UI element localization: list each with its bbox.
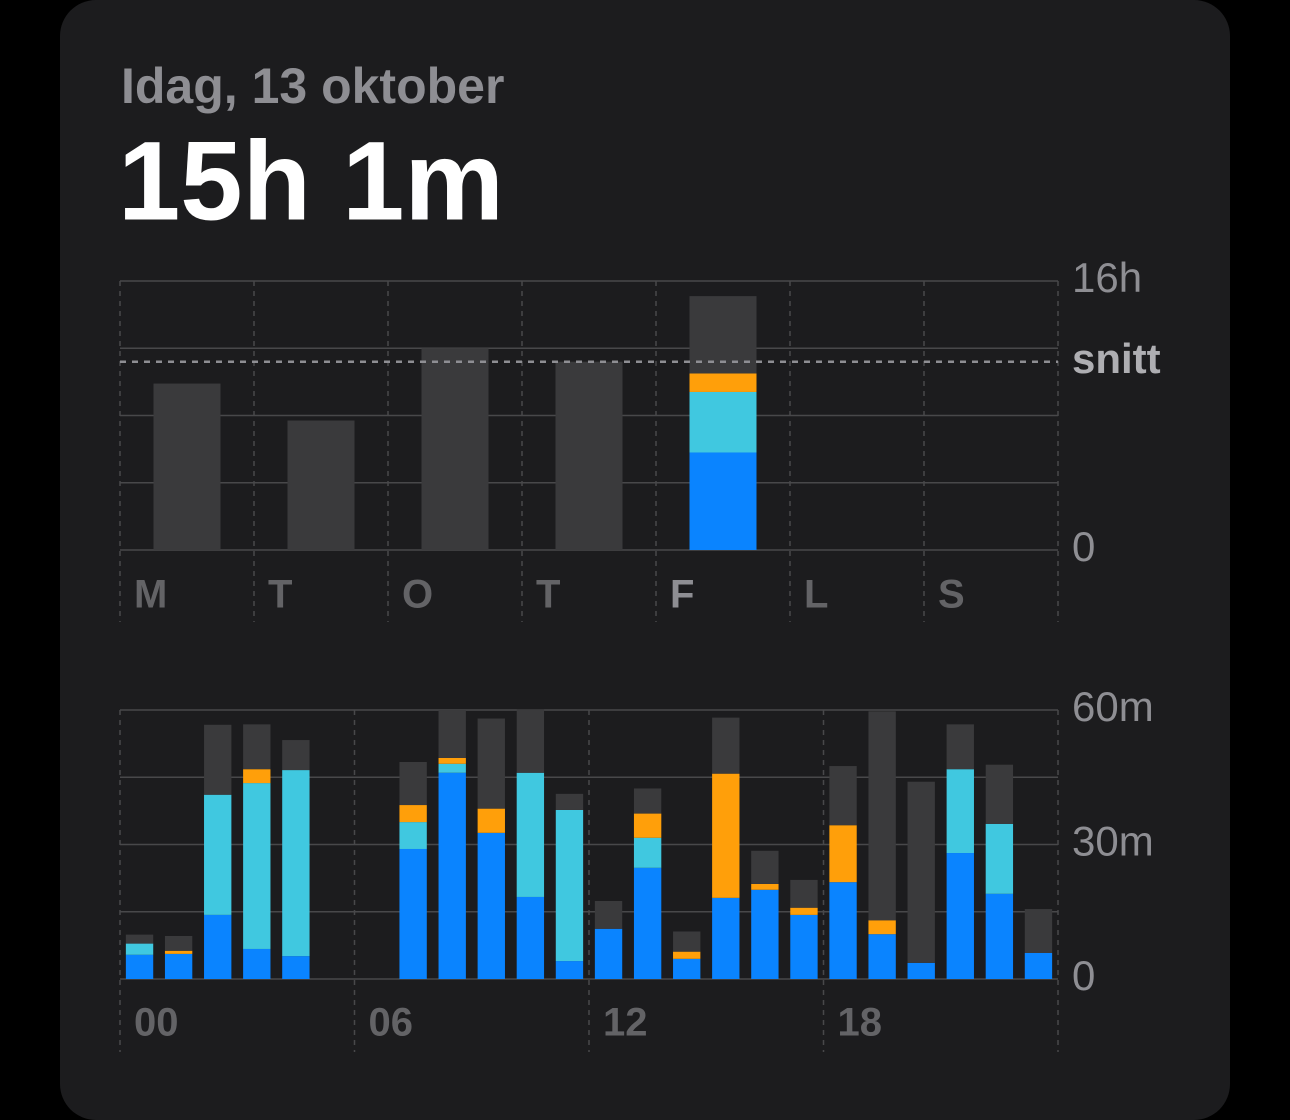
bar-segment [633,788,662,814]
x-tick-label: O [402,573,433,617]
bar-segment [868,920,896,935]
y-tick-label: 30m [1072,818,1154,865]
bar-segment [438,757,466,764]
bar-segment [243,948,271,979]
bar-segment [712,717,740,774]
bar-segment [712,897,740,979]
bar-segment [829,882,857,979]
total-time: 15h 1m [118,119,504,244]
bar-segment [438,763,466,773]
bar-segment [477,718,505,809]
bar-segment [673,958,701,979]
bar-segment [1024,909,1053,953]
bar-segment [164,935,193,951]
bar-segment [204,794,232,915]
bar-segment [689,391,757,453]
x-tick-label: L [804,573,828,617]
bar-segment [907,781,935,963]
bar-segment [204,914,232,979]
bar-segment [689,373,757,392]
x-tick-label: T [268,573,292,617]
average-label: snitt [1072,335,1161,382]
bar-segment [594,928,623,979]
bar-segment [985,893,1014,979]
x-tick-label: T [536,573,560,617]
y-tick-label: 60m [1072,683,1154,730]
bar-segment [555,361,623,550]
bar-segment [751,889,779,979]
y-tick-label: 16h [1072,254,1142,301]
x-tick-label: 00 [134,1001,179,1045]
x-tick-label: F [670,573,694,617]
bar-segment [594,900,623,929]
bar-segment [125,934,154,944]
bar-segment [907,962,935,979]
x-tick-label: S [938,573,965,617]
bar-segment [790,914,818,979]
bar-segment [790,907,818,915]
bar-segment [946,769,974,854]
bar-segment [712,773,740,898]
bar-segment [751,883,779,890]
bar-segment [673,931,701,952]
bar-segment [633,837,662,868]
bar-segment [287,420,355,550]
bar-segment [555,961,584,979]
bar-segment [243,769,271,784]
bar-segment [689,452,757,550]
y-tick-label: 0 [1072,952,1095,999]
bar-segment [829,766,857,826]
bar-segment [555,809,584,962]
page: Idag, 13 oktober 15h 1m M T O T F L S 0 16h snitt… [60,0,1230,1120]
bar-segment [243,724,271,770]
bar-segment [516,772,545,897]
bar-segment [399,822,427,849]
x-tick-label: M [134,573,167,617]
bar-segment [438,710,466,758]
bar-segment [868,711,896,921]
bar-segment [1024,952,1053,979]
bar-segment [204,724,232,795]
x-tick-label: 06 [369,1001,414,1045]
y-tick-label: 0 [1072,523,1095,570]
bar-segment [153,383,221,550]
bar-segment [985,764,1014,824]
bar-segment [516,709,545,773]
bar-segment [477,808,505,833]
bar-segment [751,850,779,884]
bar-segment [946,853,974,979]
bar-segment [633,867,662,979]
bar-segment [555,793,584,810]
x-tick-label: 18 [838,1001,883,1045]
bar-segment [868,934,896,979]
x-tick-label: 12 [603,1001,648,1045]
bar-segment [516,896,545,979]
bar-segment [633,813,662,838]
bar-segment [164,950,193,954]
bar-segment [790,879,818,908]
bar-segment [673,951,701,959]
bar-segment [164,953,193,979]
bar-segment [282,770,310,957]
bar-segment [946,724,974,770]
screen-time-charts: Idag, 13 oktober 15h 1m M T O T F L S 0 16h snitt… [118,58,1161,1052]
bar-segment [829,825,857,883]
bar-segment [399,762,427,806]
bar-segment [438,772,466,979]
bar-segment [125,943,154,955]
bar-segment [243,783,271,949]
bar-segment [282,956,310,979]
bar-segment [985,823,1014,894]
bar-segment [477,832,505,979]
bar-segment [399,805,427,823]
bar-segment [125,954,154,979]
bar-segment [399,848,427,979]
date-label: Idag, 13 oktober [121,58,504,114]
bar-segment [282,740,310,771]
bar-segment [421,348,489,550]
